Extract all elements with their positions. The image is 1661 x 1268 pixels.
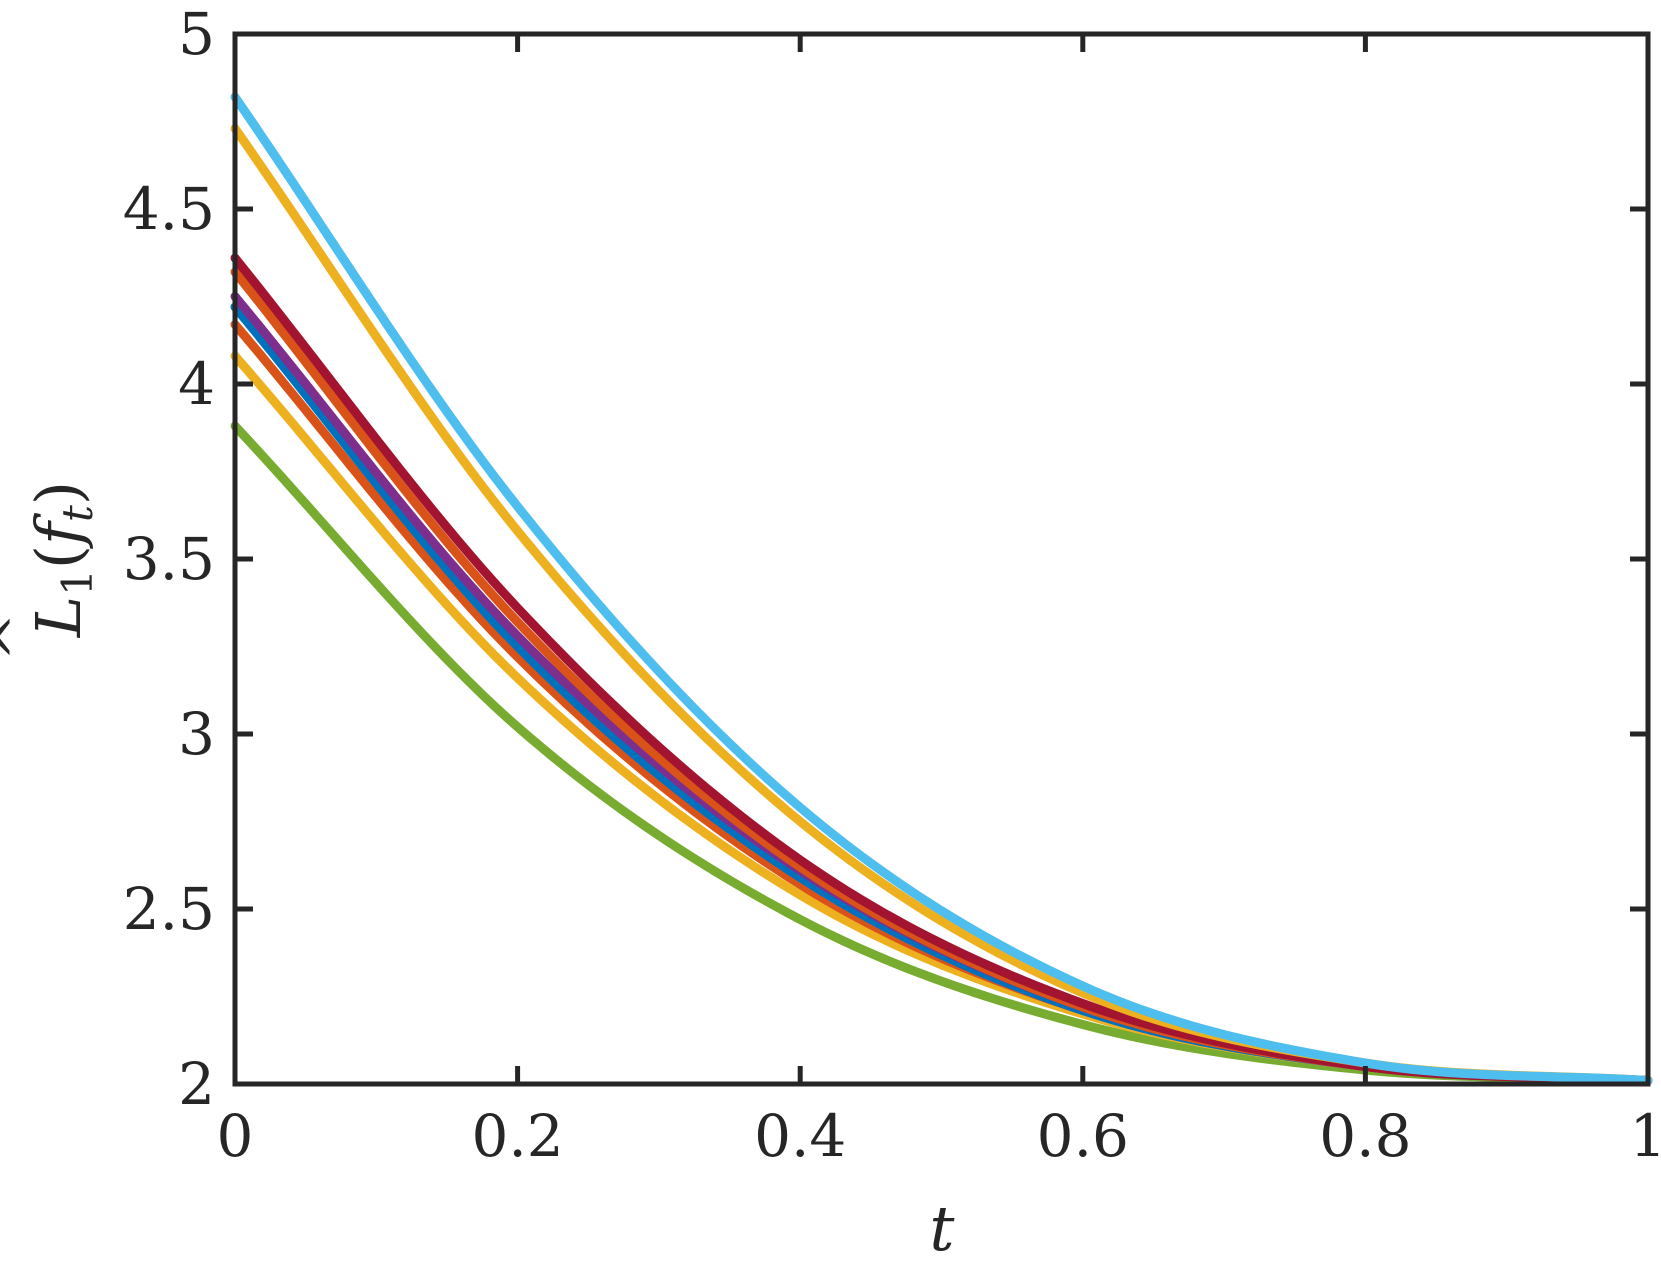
x-tick-label: 1 xyxy=(1630,1102,1661,1170)
y-axis-label: L1(ft) ^ xyxy=(0,481,102,661)
series-line-9 xyxy=(230,92,1653,1085)
y-axis-label-arg-sub: t xyxy=(53,505,102,522)
x-tick-label: 0.2 xyxy=(471,1102,563,1170)
x-tick-label: 0.6 xyxy=(1037,1102,1129,1170)
y-axis-label-hat: ^ xyxy=(0,613,50,662)
x-tick-label: 0 xyxy=(217,1102,254,1170)
y-axis-label-sub: 1 xyxy=(53,569,102,596)
x-tick-label: 0.4 xyxy=(754,1102,846,1170)
plot-frame xyxy=(232,31,1651,1087)
y-tick-label: 4.5 xyxy=(123,175,215,243)
y-axis-label-close: ) xyxy=(22,481,95,505)
series-line-2 xyxy=(230,351,1653,1085)
y-tick-label: 5 xyxy=(178,0,215,68)
y-axis-label-open: ( xyxy=(22,545,95,569)
series-layer xyxy=(230,92,1653,1085)
y-tick-label: 2.5 xyxy=(123,875,215,943)
x-axis-label: t xyxy=(930,1192,955,1265)
y-axis-label-main: L xyxy=(22,596,95,638)
y-tick-label: 3 xyxy=(178,700,215,768)
y-tick-labels: 2 2.5 3 3.5 4 4.5 5 xyxy=(123,0,215,1118)
y-tick-label: 2 xyxy=(178,1050,215,1118)
y-tick-label: 4 xyxy=(178,350,215,418)
x-tick-label: 0.8 xyxy=(1319,1102,1411,1170)
y-tick-label: 3.5 xyxy=(123,525,215,593)
x-tick-labels: 0 0.2 0.4 0.6 0.8 1 xyxy=(217,1102,1661,1170)
svg-text:L1(ft): L1(ft) xyxy=(22,481,102,638)
